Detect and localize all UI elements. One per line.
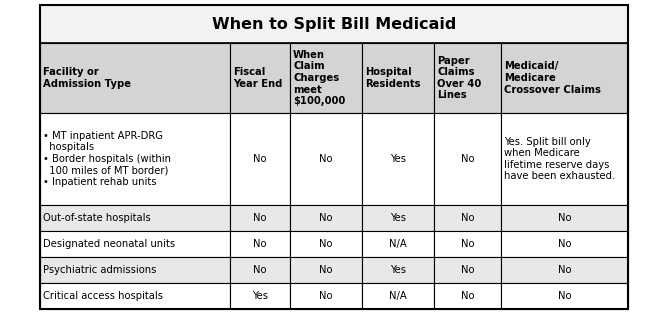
Text: No: No [253,213,267,223]
Text: Medicaid/
Medicare
Crossover Claims: Medicaid/ Medicare Crossover Claims [504,61,601,95]
Bar [434,257,501,283]
Bar [290,113,362,205]
Text: No: No [558,265,571,275]
Bar [362,113,434,205]
Bar [501,231,628,257]
Bar [40,205,230,231]
Bar [501,113,628,205]
Text: Yes: Yes [390,154,406,164]
Bar [40,5,628,43]
Text: No: No [253,265,267,275]
Text: Yes: Yes [390,213,406,223]
Text: No: No [319,291,333,301]
Text: No: No [461,239,474,249]
Bar [230,283,290,309]
Text: No: No [558,239,571,249]
Bar [230,231,290,257]
Bar [362,43,434,113]
Text: Facility or
Admission Type: Facility or Admission Type [43,67,131,89]
Bar [40,5,628,309]
Text: No: No [253,239,267,249]
Text: Yes: Yes [252,291,268,301]
Bar [290,257,362,283]
Text: When
Claim
Charges
meet
$100,000: When Claim Charges meet $100,000 [293,50,345,106]
Text: Designated neonatal units: Designated neonatal units [43,239,175,249]
Text: No: No [461,154,474,164]
Bar [230,43,290,113]
Bar [362,231,434,257]
Text: Yes. Split bill only
when Medicare
lifetime reserve days
have been exhausted.: Yes. Split bill only when Medicare lifet… [504,137,615,181]
Bar [434,205,501,231]
Text: No: No [461,291,474,301]
Bar [501,283,628,309]
Text: Critical access hospitals: Critical access hospitals [43,291,163,301]
Bar [40,113,230,205]
Text: Yes: Yes [390,265,406,275]
Bar [501,257,628,283]
Text: No: No [558,213,571,223]
Text: Fiscal
Year End: Fiscal Year End [233,67,283,89]
Text: No: No [319,265,333,275]
Text: No: No [319,154,333,164]
Bar [290,43,362,113]
Bar [290,205,362,231]
Bar [362,283,434,309]
Bar [230,205,290,231]
Bar [434,43,501,113]
Bar [501,43,628,113]
Text: No: No [253,154,267,164]
Bar [501,205,628,231]
Bar [434,231,501,257]
Text: • MT inpatient APR-DRG
  hospitals
• Border hospitals (within
  100 miles of MT : • MT inpatient APR-DRG hospitals • Borde… [43,131,171,187]
Bar [40,231,230,257]
Text: No: No [461,213,474,223]
Text: N/A: N/A [389,239,407,249]
Bar [230,113,290,205]
Text: No: No [461,265,474,275]
Text: When to Split Bill Medicaid: When to Split Bill Medicaid [212,17,456,32]
Text: No: No [558,291,571,301]
Bar [40,257,230,283]
Bar [230,257,290,283]
Text: No: No [319,239,333,249]
Bar [362,205,434,231]
Bar [434,283,501,309]
Text: Psychiatric admissions: Psychiatric admissions [43,265,156,275]
Bar [434,113,501,205]
Text: N/A: N/A [389,291,407,301]
Bar [290,231,362,257]
Text: No: No [319,213,333,223]
Text: Hospital
Residents: Hospital Residents [365,67,420,89]
Bar [362,257,434,283]
Bar [40,283,230,309]
Bar [40,43,230,113]
Bar [290,283,362,309]
Text: Paper
Claims
Over 40
Lines: Paper Claims Over 40 Lines [437,56,481,101]
Text: Out-of-state hospitals: Out-of-state hospitals [43,213,151,223]
